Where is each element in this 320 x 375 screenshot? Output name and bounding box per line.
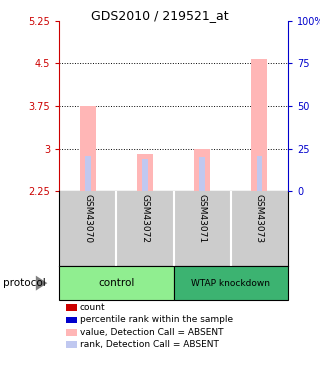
- Text: count: count: [80, 303, 106, 312]
- Polygon shape: [36, 276, 47, 291]
- Bar: [257, 156, 262, 191]
- Text: percentile rank within the sample: percentile rank within the sample: [80, 315, 233, 324]
- Bar: [137, 154, 153, 191]
- Text: GSM43072: GSM43072: [140, 194, 149, 243]
- Text: value, Detection Call = ABSENT: value, Detection Call = ABSENT: [80, 328, 223, 337]
- Text: GSM43070: GSM43070: [83, 194, 92, 243]
- Text: GSM43071: GSM43071: [198, 194, 207, 243]
- Bar: [142, 159, 148, 191]
- Bar: [174, 266, 288, 300]
- Bar: [194, 148, 210, 191]
- Bar: [85, 156, 91, 191]
- Text: control: control: [98, 278, 135, 288]
- Text: GDS2010 / 219521_at: GDS2010 / 219521_at: [91, 9, 229, 22]
- Text: GSM43073: GSM43073: [255, 194, 264, 243]
- Text: WTAP knockdown: WTAP knockdown: [191, 279, 270, 288]
- Bar: [59, 266, 174, 300]
- Bar: [199, 156, 205, 191]
- Bar: [80, 106, 96, 191]
- Text: protocol: protocol: [3, 278, 46, 288]
- Bar: [252, 59, 268, 191]
- Text: rank, Detection Call = ABSENT: rank, Detection Call = ABSENT: [80, 340, 219, 349]
